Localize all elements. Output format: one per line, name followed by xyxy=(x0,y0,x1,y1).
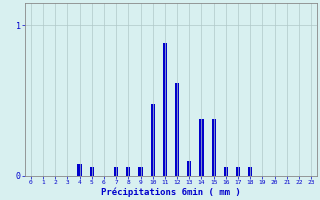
Bar xyxy=(77,164,82,176)
Bar xyxy=(114,167,118,176)
Bar xyxy=(187,161,191,176)
Bar xyxy=(138,167,143,176)
Bar xyxy=(236,167,240,176)
Bar xyxy=(212,119,216,176)
Bar xyxy=(248,167,252,176)
Bar xyxy=(126,167,131,176)
Bar xyxy=(163,43,167,176)
Bar xyxy=(175,83,179,176)
Bar xyxy=(224,167,228,176)
X-axis label: Précipitations 6min ( mm ): Précipitations 6min ( mm ) xyxy=(101,188,241,197)
Bar xyxy=(199,119,204,176)
Bar xyxy=(90,167,94,176)
Bar xyxy=(151,104,155,176)
